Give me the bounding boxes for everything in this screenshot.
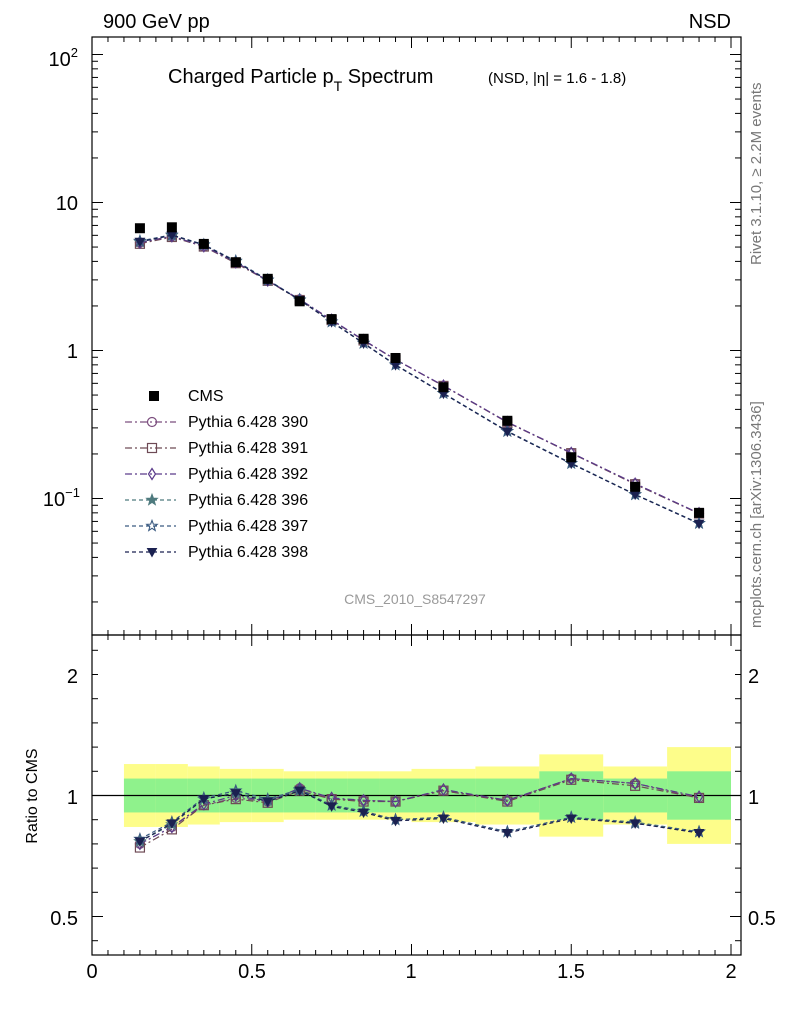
series-point-ratio xyxy=(391,794,400,809)
series-point-ratio xyxy=(294,786,306,797)
legend-marker xyxy=(145,518,159,532)
cms-data-point xyxy=(294,296,305,307)
legend-marker xyxy=(146,548,158,558)
series-point-main xyxy=(501,427,513,438)
cms-data-point xyxy=(630,481,641,492)
series-point-ratio xyxy=(629,819,641,829)
legend-marker xyxy=(146,442,158,454)
xtick-label-0.5: 0.5 xyxy=(238,961,266,983)
ytick-label-0.1: 10−1 xyxy=(43,485,80,511)
xtick-label-2: 2 xyxy=(725,961,736,983)
series-point-ratio xyxy=(230,789,242,799)
series-point-ratio xyxy=(439,782,448,797)
legend-marker xyxy=(147,467,157,481)
cms-data-point xyxy=(198,238,209,249)
series-point-main xyxy=(134,237,146,248)
ratio-axis-label: Ratio to CMS xyxy=(24,748,41,843)
series-point-ratio xyxy=(390,816,401,827)
collision-label: 900 GeV pp xyxy=(103,11,210,33)
legend-label-392: Pythia 6.428 392 xyxy=(188,466,308,483)
cms-data-point xyxy=(134,223,145,234)
series-line-main xyxy=(139,234,700,525)
chart-title-note: (NSD, |η| = 1.6 - 1.8) xyxy=(488,70,626,87)
cms-data-point xyxy=(390,352,401,363)
series-point-ratio xyxy=(501,829,513,839)
legend-label-cms: CMS xyxy=(188,388,224,405)
cms-data-point xyxy=(502,415,513,426)
ratio-tick-label-right-0.5: 0.5 xyxy=(748,908,776,930)
series-point-ratio xyxy=(630,780,641,791)
legend-label-397: Pythia 6.428 397 xyxy=(188,518,308,535)
ytick-label-10: 10 xyxy=(56,193,78,215)
ratio-tick-label-0.5: 0.5 xyxy=(50,908,78,930)
ytick-label-1: 1 xyxy=(67,341,78,363)
series-point-ratio xyxy=(358,808,369,818)
cms-data-point xyxy=(694,507,705,518)
cms-data-point xyxy=(262,273,273,284)
mcplots-source-label: mcplots.cern.ch [arXiv:1306.3436] xyxy=(748,401,765,628)
analysis-label: CMS_2010_S8547297 xyxy=(344,591,486,607)
ratio-tick-label-right-2: 2 xyxy=(748,666,759,688)
ratio-tick-label-2: 2 xyxy=(67,666,78,688)
series-point-ratio xyxy=(262,797,274,808)
event-type-label: NSD xyxy=(689,11,731,33)
cms-data-point xyxy=(358,333,369,344)
xtick-label-0: 0 xyxy=(86,961,97,983)
legend-marker xyxy=(146,416,158,428)
chart-title: Charged Particle pT Spectrum xyxy=(168,66,433,94)
legend-label-390: Pythia 6.428 390 xyxy=(188,414,308,431)
xtick-label-1.5: 1.5 xyxy=(557,961,585,983)
series-point-ratio xyxy=(567,771,576,786)
legend-marker-cms xyxy=(149,391,159,401)
series-point-ratio xyxy=(565,814,577,825)
series-point-main xyxy=(693,519,705,530)
series-point-ratio xyxy=(693,829,705,839)
legend-label-396: Pythia 6.428 396 xyxy=(188,492,308,509)
cms-data-point xyxy=(166,222,177,233)
cms-data-point xyxy=(326,314,337,325)
xtick-label-1: 1 xyxy=(405,961,416,983)
series-point-ratio xyxy=(134,837,146,847)
series-line-ratio xyxy=(139,788,700,840)
series-point-ratio xyxy=(503,793,512,807)
legend-marker xyxy=(145,492,159,506)
series-line-main xyxy=(139,235,700,514)
series-line-ratio xyxy=(139,777,700,845)
cms-data-point xyxy=(566,452,577,463)
cms-data-point xyxy=(438,382,449,393)
series-line-ratio xyxy=(139,777,700,845)
series-point-ratio xyxy=(630,776,640,791)
series-point-ratio xyxy=(438,814,449,825)
series-point-ratio xyxy=(694,790,704,804)
cms-data-point xyxy=(230,257,241,268)
series-point-ratio xyxy=(326,802,337,812)
ytick-label-100: 102 xyxy=(49,45,78,71)
legend-label-391: Pythia 6.428 391 xyxy=(188,440,308,457)
series-point-ratio xyxy=(166,819,178,829)
ratio-tick-label-1: 1 xyxy=(67,787,78,809)
legend-label-398: Pythia 6.428 398 xyxy=(188,544,308,561)
ratio-tick-label-right-1: 1 xyxy=(748,787,759,809)
rivet-version-label: Rivet 3.1.10, ≥ 2.2M events xyxy=(748,83,765,266)
series-point-ratio xyxy=(198,795,210,805)
